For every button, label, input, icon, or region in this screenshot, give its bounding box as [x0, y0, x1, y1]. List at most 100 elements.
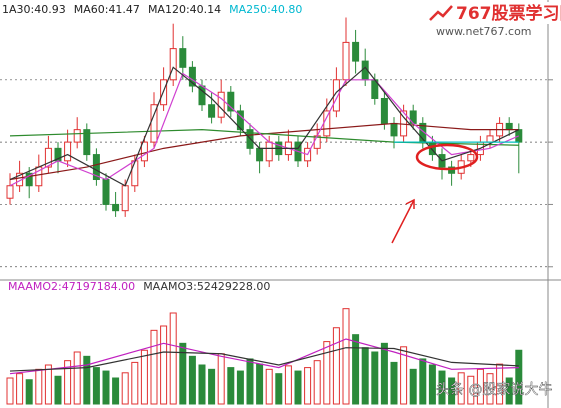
volume-bar	[505, 377, 513, 405]
volume-bar	[150, 329, 158, 405]
logo-icon	[429, 5, 453, 21]
volume-bar	[467, 375, 475, 405]
volume-bar	[419, 358, 427, 405]
volume-bar	[361, 347, 369, 405]
volume-bar	[400, 346, 408, 405]
candle-body	[390, 122, 398, 137]
volume-bar	[476, 368, 484, 405]
volume-bar	[16, 373, 24, 405]
volume-bar	[342, 308, 350, 405]
logo-text: 767股票学习网	[456, 3, 561, 24]
legend-label: MA120:40.14	[148, 3, 221, 16]
volume-bar	[332, 327, 340, 405]
logo: 767股票学习网 www.net767.com	[425, 2, 561, 38]
candle-body	[83, 129, 91, 156]
volume-bar	[140, 349, 148, 405]
candle-body	[121, 185, 129, 212]
volume-bar	[112, 377, 120, 405]
volume-bar	[188, 355, 196, 405]
volume-bar	[160, 325, 168, 405]
candle-body	[112, 203, 120, 212]
volume-bar	[390, 361, 398, 405]
volume-bar	[227, 367, 235, 405]
volume-bar	[131, 361, 139, 405]
volume-bar	[275, 373, 283, 405]
volume-ma-line	[9, 338, 519, 375]
candle-body	[227, 91, 235, 112]
volume-bar	[179, 342, 187, 405]
volume-bar	[169, 312, 177, 405]
candle-body	[44, 147, 52, 168]
volume-bar	[54, 375, 62, 405]
legend-label: MA60:41.47	[74, 3, 140, 16]
volume-bar	[198, 364, 206, 405]
volume-bar	[25, 379, 33, 405]
candle-body	[169, 48, 177, 81]
volume-bar	[83, 355, 91, 405]
candle-body	[92, 154, 100, 181]
volume-bar	[409, 368, 417, 405]
candle-body	[188, 66, 196, 87]
volume-bar	[313, 360, 321, 405]
volume-bar	[121, 372, 129, 405]
volume-bar	[256, 363, 264, 405]
volume-bar	[371, 351, 379, 405]
highlight-circle	[415, 143, 479, 171]
site-url: www.net767.com	[436, 25, 532, 38]
watermark: 头条 @股家说大牛	[436, 381, 552, 398]
candle-body	[102, 179, 110, 205]
candle-body	[208, 104, 216, 118]
volume-bar	[515, 349, 523, 405]
volume-legend-label: MAAMO2:47197184.00	[8, 280, 135, 293]
volume-bar	[428, 364, 436, 405]
volume-bar	[208, 368, 216, 405]
candle-body	[179, 48, 187, 68]
candle-body	[352, 41, 360, 62]
candle-body	[64, 141, 72, 162]
candle-body	[265, 141, 273, 162]
volume-bar	[246, 358, 254, 405]
volume-bar	[102, 370, 110, 405]
volume-bar	[265, 368, 273, 405]
volume-bar	[284, 365, 292, 405]
volume-bar	[294, 370, 302, 405]
ma-line	[9, 129, 519, 146]
candle-body	[323, 110, 331, 137]
candle-body	[236, 110, 244, 131]
volume-bar	[496, 363, 504, 405]
candle-body	[140, 141, 148, 162]
volume-bar	[6, 377, 14, 405]
volume-bar	[217, 353, 225, 405]
candle-body	[131, 160, 139, 187]
candle-body	[6, 185, 14, 199]
volume-bar	[457, 372, 465, 405]
candle-body	[256, 147, 264, 162]
volume-ma-line	[9, 347, 519, 372]
candle-body	[505, 122, 513, 131]
candle-body	[486, 135, 494, 143]
candle-body	[380, 97, 388, 124]
volume-bar	[73, 351, 81, 405]
volume-bar	[35, 368, 43, 405]
volume-bar	[486, 373, 494, 405]
volume-bar	[352, 334, 360, 405]
candle-body	[332, 79, 340, 112]
ma-line	[9, 66, 520, 187]
volume-bar	[438, 370, 446, 405]
logo-box	[425, 2, 561, 24]
volume-bar	[64, 360, 72, 405]
candle-body	[73, 129, 81, 143]
ma-line	[9, 122, 519, 181]
candle-body	[217, 91, 225, 118]
arrow-head	[405, 198, 415, 209]
volume-bar	[448, 377, 456, 405]
volume-bar	[236, 370, 244, 405]
volume-bar	[44, 364, 52, 405]
legend-label: MA250:40.80	[229, 3, 302, 16]
volume-bar	[323, 341, 331, 405]
volume-legend-label: MAAMO3:52429228.00	[143, 280, 270, 293]
volume-bar	[304, 367, 312, 405]
volume-bar	[380, 342, 388, 405]
